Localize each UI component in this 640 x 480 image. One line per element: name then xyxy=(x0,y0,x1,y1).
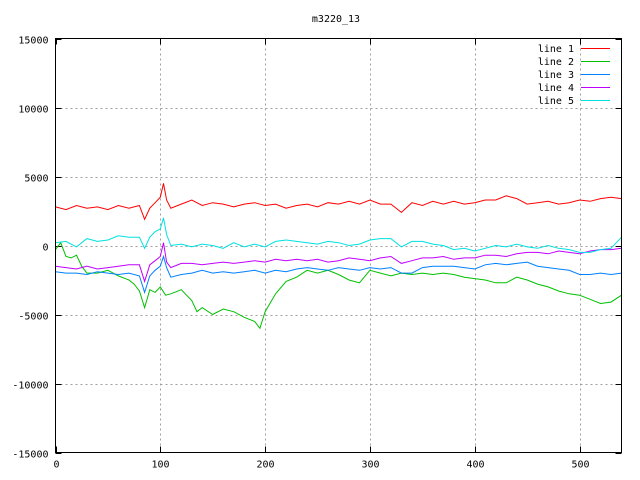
series-line-5 xyxy=(55,217,622,253)
x-tick-label: 100 xyxy=(151,460,169,471)
series-lines xyxy=(55,183,622,330)
y-tick-label: 15000 xyxy=(18,36,48,47)
y-tick-label: -10000 xyxy=(12,381,48,392)
x-tick-label: 400 xyxy=(466,460,484,471)
grid xyxy=(55,38,622,453)
y-tick-label: 10000 xyxy=(18,105,48,116)
x-tick-label: 300 xyxy=(361,460,379,471)
x-tick-label: 0 xyxy=(53,460,59,471)
x-tick-label: 200 xyxy=(256,460,274,471)
series-line-1 xyxy=(55,183,622,221)
chart-title: m3220_13 xyxy=(312,14,360,25)
legend-label: line 1 xyxy=(538,44,574,55)
legend-label: line 3 xyxy=(538,70,574,81)
y-tick-label: 5000 xyxy=(24,174,48,185)
y-tick-label: -5000 xyxy=(18,312,48,323)
axis-ticks: 0 100 200 300 400 500 -15000 -10000 -5000 0 5000 10… xyxy=(12,36,622,471)
legend-label: line 5 xyxy=(538,96,574,107)
series-line-2 xyxy=(55,241,622,330)
plot-frame xyxy=(55,38,622,453)
y-tick-label: 0 xyxy=(42,243,48,254)
legend-label: line 4 xyxy=(538,83,574,94)
y-tick-label: -15000 xyxy=(12,450,48,461)
series-line-3 xyxy=(55,254,622,295)
x-tick-label: 500 xyxy=(571,460,589,471)
legend-label: line 2 xyxy=(538,57,574,68)
series-line-4 xyxy=(55,242,622,284)
legend: line 1 line 2 line 3 line 4 line 5 xyxy=(538,44,610,107)
